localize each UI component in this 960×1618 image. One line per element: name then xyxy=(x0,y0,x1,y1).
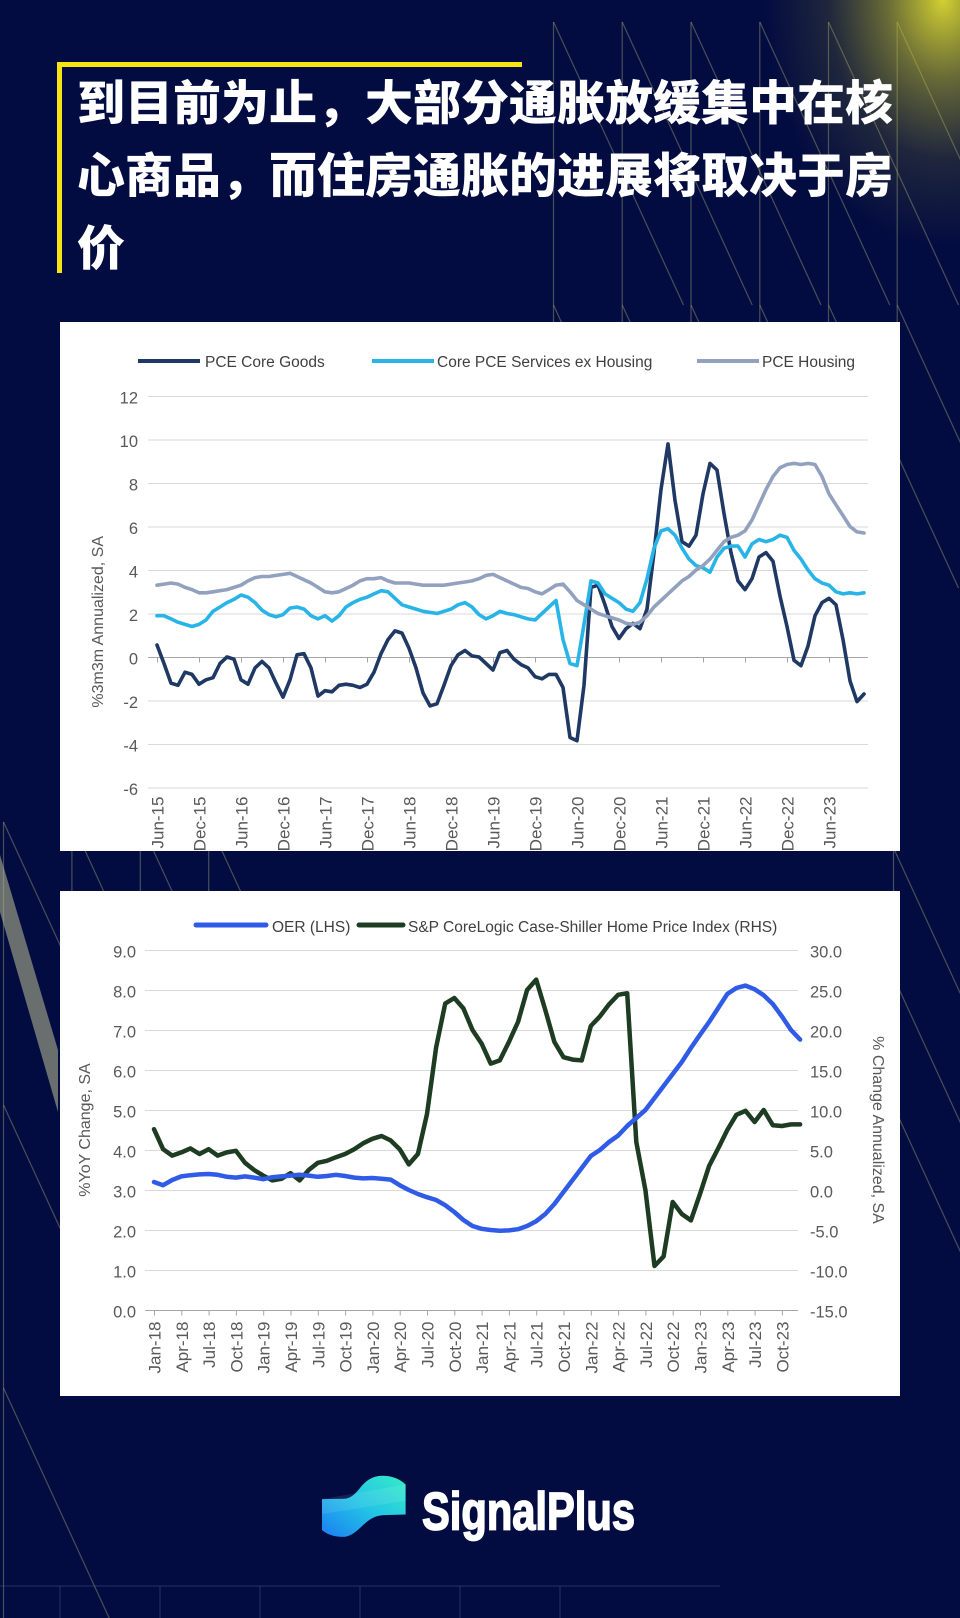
svg-text:30.0: 30.0 xyxy=(810,943,842,961)
svg-text:Jul-22: Jul-22 xyxy=(637,1322,656,1368)
svg-text:25.0: 25.0 xyxy=(810,983,842,1001)
svg-text:Jun-18: Jun-18 xyxy=(400,797,419,849)
svg-text:Dec-21: Dec-21 xyxy=(694,797,713,852)
svg-text:Jan-18: Jan-18 xyxy=(145,1322,164,1374)
svg-text:Oct-19: Oct-19 xyxy=(337,1322,356,1373)
svg-text:Jun-20: Jun-20 xyxy=(568,797,587,849)
svg-text:Jan-19: Jan-19 xyxy=(255,1322,274,1374)
svg-text:3.0: 3.0 xyxy=(113,1183,136,1201)
svg-text:8: 8 xyxy=(129,476,138,494)
svg-text:Jul-20: Jul-20 xyxy=(418,1322,437,1368)
svg-text:Jul-21: Jul-21 xyxy=(528,1322,547,1368)
svg-text:20.0: 20.0 xyxy=(810,1023,842,1041)
svg-text:Apr-23: Apr-23 xyxy=(719,1322,738,1373)
svg-text:Oct-23: Oct-23 xyxy=(773,1322,792,1373)
svg-text:Apr-22: Apr-22 xyxy=(610,1322,629,1373)
svg-text:Dec-22: Dec-22 xyxy=(778,797,797,852)
svg-text:%3m3m Annualized, SA: %3m3m Annualized, SA xyxy=(90,536,107,708)
svg-text:Oct-21: Oct-21 xyxy=(555,1322,574,1373)
svg-text:Dec-18: Dec-18 xyxy=(442,797,461,852)
svg-text:0.0: 0.0 xyxy=(810,1183,833,1201)
svg-text:6: 6 xyxy=(129,520,138,538)
svg-text:Dec-15: Dec-15 xyxy=(190,797,209,852)
svg-text:Apr-18: Apr-18 xyxy=(173,1322,192,1373)
svg-text:Dec-19: Dec-19 xyxy=(526,797,545,852)
svg-text:Dec-16: Dec-16 xyxy=(274,797,293,852)
svg-text:Apr-20: Apr-20 xyxy=(391,1322,410,1373)
svg-text:SignalPlus: SignalPlus xyxy=(422,1483,635,1542)
svg-text:12: 12 xyxy=(120,389,138,407)
svg-text:Jun-17: Jun-17 xyxy=(316,797,335,849)
svg-text:S&P CoreLogic Case-Shiller Hom: S&P CoreLogic Case-Shiller Home Price In… xyxy=(408,919,777,936)
svg-text:1.0: 1.0 xyxy=(113,1263,136,1281)
svg-text:Jun-16: Jun-16 xyxy=(232,797,251,849)
svg-text:% Change Annualized, SA: % Change Annualized, SA xyxy=(869,1036,886,1224)
svg-text:5.0: 5.0 xyxy=(113,1103,136,1121)
svg-text:Jun-19: Jun-19 xyxy=(484,797,503,849)
svg-text:PCE Housing: PCE Housing xyxy=(762,354,855,371)
svg-text:Oct-22: Oct-22 xyxy=(664,1322,683,1373)
svg-text:Jun-21: Jun-21 xyxy=(652,797,671,849)
svg-text:Oct-20: Oct-20 xyxy=(446,1322,465,1373)
svg-text:Apr-21: Apr-21 xyxy=(500,1322,519,1373)
svg-text:-10.0: -10.0 xyxy=(810,1263,848,1281)
svg-text:2: 2 xyxy=(129,607,138,625)
svg-text:Jul-23: Jul-23 xyxy=(746,1322,765,1368)
svg-text:-15.0: -15.0 xyxy=(810,1303,848,1321)
svg-text:Jan-22: Jan-22 xyxy=(582,1322,601,1374)
svg-text:Oct-18: Oct-18 xyxy=(227,1322,246,1373)
svg-text:Jan-20: Jan-20 xyxy=(364,1322,383,1374)
svg-text:Jun-15: Jun-15 xyxy=(148,797,167,849)
svg-text:Dec-17: Dec-17 xyxy=(358,797,377,852)
svg-text:Jul-19: Jul-19 xyxy=(309,1322,328,1368)
svg-text:Jun-22: Jun-22 xyxy=(736,797,755,849)
svg-text:Jul-18: Jul-18 xyxy=(200,1322,219,1368)
svg-text:-4: -4 xyxy=(123,737,138,755)
svg-text:Jun-23: Jun-23 xyxy=(820,797,839,849)
svg-text:7.0: 7.0 xyxy=(113,1023,136,1041)
svg-text:10.0: 10.0 xyxy=(810,1103,842,1121)
svg-text:10: 10 xyxy=(120,433,138,451)
svg-text:PCE Core Goods: PCE Core Goods xyxy=(205,354,325,371)
svg-text:%YoY Change, SA: %YoY Change, SA xyxy=(77,1063,94,1197)
svg-text:OER (LHS): OER (LHS) xyxy=(272,919,350,936)
svg-text:8.0: 8.0 xyxy=(113,983,136,1001)
svg-text:Jan-21: Jan-21 xyxy=(473,1322,492,1374)
svg-text:4.0: 4.0 xyxy=(113,1143,136,1161)
svg-text:-6: -6 xyxy=(123,781,138,799)
svg-text:5.0: 5.0 xyxy=(810,1143,833,1161)
svg-text:2.0: 2.0 xyxy=(113,1223,136,1241)
svg-text:6.0: 6.0 xyxy=(113,1063,136,1081)
svg-text:Apr-19: Apr-19 xyxy=(282,1322,301,1373)
svg-text:9.0: 9.0 xyxy=(113,943,136,961)
svg-text:0: 0 xyxy=(129,650,138,668)
svg-text:Core PCE Services ex Housing: Core PCE Services ex Housing xyxy=(437,354,652,371)
svg-text:Dec-20: Dec-20 xyxy=(610,797,629,852)
svg-text:4: 4 xyxy=(129,563,138,581)
svg-text:0.0: 0.0 xyxy=(113,1303,136,1321)
svg-text:-2: -2 xyxy=(123,694,138,712)
svg-text:Jan-23: Jan-23 xyxy=(691,1322,710,1374)
svg-text:15.0: 15.0 xyxy=(810,1063,842,1081)
svg-text:-5.0: -5.0 xyxy=(810,1223,838,1241)
